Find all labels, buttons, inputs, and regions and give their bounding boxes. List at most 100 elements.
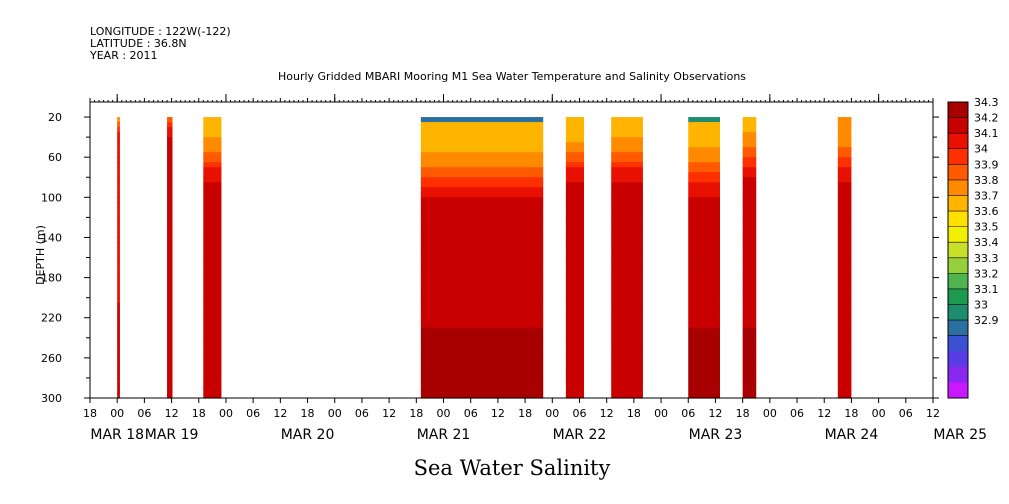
latitude-label: LATITUDE : 36.8N — [90, 37, 187, 50]
colorbar-swatch — [948, 179, 968, 196]
salinity-cell — [837, 252, 852, 259]
salinity-cell — [837, 247, 852, 254]
salinity-cell — [565, 257, 585, 264]
colorbar-swatch — [948, 226, 968, 243]
salinity-cell — [611, 322, 643, 329]
salinity-cell — [742, 297, 757, 304]
salinity-cell — [837, 362, 852, 369]
salinity-cell — [420, 362, 544, 369]
salinity-cell — [203, 367, 222, 374]
salinity-cell — [837, 307, 852, 314]
salinity-cell — [837, 242, 852, 249]
salinity-cell — [117, 217, 120, 224]
salinity-cell — [688, 387, 720, 394]
salinity-cell — [167, 117, 173, 123]
salinity-cell — [117, 117, 120, 123]
colorbar-swatch — [948, 242, 968, 259]
salinity-cell — [167, 147, 173, 153]
salinity-cell — [565, 122, 585, 128]
x-tick-label: 12 — [273, 407, 287, 420]
salinity-cell — [117, 122, 120, 128]
colorbar-label: 34.3 — [974, 96, 999, 109]
salinity-cell — [203, 347, 222, 354]
salinity-cell — [203, 122, 222, 128]
salinity-cell — [837, 117, 852, 123]
salinity-cell — [688, 282, 720, 289]
salinity-cell — [611, 147, 643, 153]
salinity-cell — [837, 347, 852, 354]
salinity-cell — [420, 267, 544, 274]
salinity-cell — [203, 247, 222, 254]
salinity-cell — [742, 132, 757, 138]
salinity-cell — [420, 332, 544, 339]
x-tick-label: 12 — [600, 407, 614, 420]
salinity-cell — [688, 167, 720, 173]
salinity-cell — [203, 287, 222, 294]
salinity-cell — [565, 167, 585, 173]
salinity-cell — [420, 132, 544, 138]
y-tick-label: 220 — [41, 312, 62, 325]
x-date-label: MAR 21 — [417, 427, 471, 443]
salinity-cell — [420, 177, 544, 183]
salinity-cell — [565, 377, 585, 384]
salinity-cell — [742, 187, 757, 193]
x-tick-label: 00 — [219, 407, 233, 420]
salinity-cell — [565, 247, 585, 254]
colorbar-swatch — [948, 148, 968, 165]
salinity-cell — [611, 222, 643, 229]
colorbar-label: 33.3 — [974, 252, 999, 265]
salinity-cell — [565, 262, 585, 269]
salinity-cell — [611, 202, 643, 208]
salinity-cell — [117, 227, 120, 234]
salinity-cell — [420, 117, 544, 123]
salinity-cell — [203, 372, 222, 379]
colorbar-label: 34.1 — [974, 127, 999, 140]
salinity-cell — [837, 287, 852, 294]
salinity-cell — [420, 207, 544, 213]
salinity-cell — [837, 222, 852, 229]
salinity-cell — [688, 142, 720, 148]
salinity-cell — [167, 172, 173, 178]
salinity-cell — [565, 217, 585, 224]
salinity-cell — [117, 172, 120, 178]
salinity-cell — [117, 262, 120, 269]
salinity-cell — [688, 287, 720, 294]
salinity-cell — [837, 177, 852, 183]
colorbar-frame — [947, 101, 969, 399]
salinity-cell — [837, 132, 852, 138]
salinity-cell — [837, 122, 852, 128]
salinity-cell — [837, 292, 852, 299]
salinity-cell — [611, 352, 643, 359]
colorbar-label: 33.7 — [974, 189, 999, 202]
salinity-cell — [203, 132, 222, 138]
x-date-label: MAR 24 — [825, 427, 879, 443]
salinity-cell — [117, 322, 120, 329]
salinity-cell — [117, 167, 120, 173]
colorbar-swatch — [948, 335, 968, 352]
x-tick-label: 18 — [192, 407, 206, 420]
y-tick-label: 180 — [41, 272, 62, 285]
salinity-cell — [420, 302, 544, 309]
salinity-cell — [203, 127, 222, 133]
salinity-cell — [742, 217, 757, 224]
bottom-title: Sea Water Salinity — [414, 456, 611, 480]
salinity-cell — [742, 342, 757, 349]
salinity-cell — [611, 162, 643, 168]
x-tick-label: 12 — [926, 407, 940, 420]
salinity-cell — [420, 317, 544, 324]
salinity-cell — [117, 192, 120, 198]
salinity-cell — [117, 202, 120, 208]
salinity-column — [420, 117, 544, 399]
salinity-cell — [742, 117, 757, 123]
salinity-cell — [742, 167, 757, 173]
colorbar-label: 33 — [974, 299, 988, 312]
salinity-cell — [611, 167, 643, 173]
salinity-cell — [742, 277, 757, 284]
salinity-cell — [688, 177, 720, 183]
salinity-cell — [611, 277, 643, 284]
salinity-cell — [117, 152, 120, 158]
salinity-cell — [837, 217, 852, 224]
salinity-cell — [167, 142, 173, 148]
salinity-cell — [117, 177, 120, 183]
salinity-cell — [117, 297, 120, 304]
